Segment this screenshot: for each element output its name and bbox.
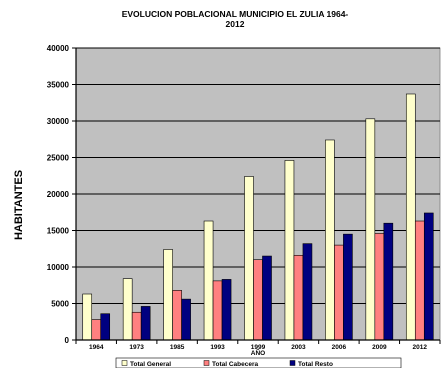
bar-total-cabecera bbox=[374, 233, 385, 341]
bar-total-resto bbox=[423, 212, 434, 341]
bar-total-resto bbox=[181, 298, 191, 341]
bar-total-resto bbox=[302, 243, 313, 341]
legend-swatch bbox=[289, 360, 296, 366]
x-tick-label: 1985 bbox=[170, 344, 185, 351]
bar-total-cabecera bbox=[253, 259, 263, 341]
x-tick-label: 1973 bbox=[129, 344, 144, 351]
bar-total-general bbox=[82, 293, 93, 341]
legend-swatch bbox=[203, 360, 210, 366]
legend-label: Total General bbox=[130, 361, 171, 368]
chart-title-line1: EVOLUCION POBLACIONAL MUNICIPIO EL ZULIA… bbox=[122, 9, 349, 19]
y-tick-label: 15000 bbox=[47, 227, 70, 236]
x-tick-label: 1999 bbox=[251, 344, 266, 351]
y-tick-label: 0 bbox=[65, 336, 70, 345]
bar-total-resto bbox=[262, 255, 272, 341]
legend-label: Total Resto bbox=[298, 361, 333, 368]
y-tick-label: 5000 bbox=[51, 300, 69, 309]
bar-total-resto bbox=[343, 233, 353, 341]
legend-swatch bbox=[121, 360, 128, 366]
bar-total-resto bbox=[100, 313, 111, 341]
bar-total-resto bbox=[383, 222, 394, 341]
bar-total-cabecera bbox=[212, 280, 223, 341]
y-tick-label: 35000 bbox=[47, 81, 70, 90]
bars bbox=[82, 93, 434, 341]
y-tick-label: 25000 bbox=[47, 154, 70, 163]
bar-total-cabecera bbox=[172, 290, 182, 341]
legend-box bbox=[115, 357, 402, 368]
y-tick-label: 40000 bbox=[47, 44, 70, 53]
legend-label: Total Cabecera bbox=[212, 361, 259, 368]
x-axis-label: AÑO bbox=[251, 348, 265, 357]
bar-total-resto bbox=[140, 306, 151, 341]
y-axis-label: HABITANTES bbox=[13, 170, 25, 240]
bar-total-cabecera bbox=[334, 244, 344, 341]
bar-total-general bbox=[122, 278, 133, 341]
bar-total-general bbox=[203, 220, 214, 341]
x-axis-ticks: 1964 1973 1985 1993 1999 2003 2006 2009 2012 bbox=[75, 340, 441, 351]
legend: Total General Total Cabecera Total Resto bbox=[115, 357, 402, 368]
bar-total-resto bbox=[221, 279, 232, 341]
x-tick-label: 2006 bbox=[332, 344, 347, 351]
x-tick-label: 2003 bbox=[291, 344, 306, 351]
x-tick-label: 1964 bbox=[89, 344, 104, 351]
bar-total-cabecera bbox=[131, 311, 142, 341]
y-tick-label: 30000 bbox=[47, 117, 70, 126]
bar-total-general bbox=[244, 176, 254, 341]
bar-total-cabecera bbox=[293, 255, 304, 341]
bar-total-general bbox=[284, 160, 295, 341]
bar-total-general bbox=[405, 93, 416, 341]
chart-title-line2: 2012 bbox=[226, 19, 245, 29]
y-tick-label: 10000 bbox=[47, 263, 70, 272]
x-tick-label: 2009 bbox=[372, 344, 387, 351]
bar-total-cabecera bbox=[91, 319, 102, 341]
x-tick-label: 2012 bbox=[413, 344, 428, 351]
bar-total-general bbox=[365, 118, 376, 341]
bar-total-general bbox=[325, 139, 335, 341]
bar-total-general bbox=[163, 249, 173, 341]
x-tick-label: 1993 bbox=[210, 344, 225, 351]
y-axis-ticks: 0 5000 10000 15000 20000 25000 30000 35000 40000 bbox=[47, 44, 76, 345]
bar-total-cabecera bbox=[414, 220, 425, 341]
y-tick-label: 20000 bbox=[47, 190, 70, 199]
